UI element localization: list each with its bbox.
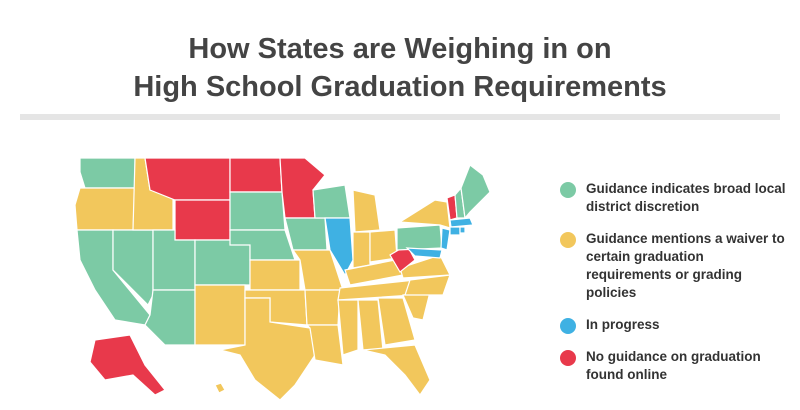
state-arkansas (304, 289, 341, 326)
state-wisconsin (312, 184, 351, 219)
state-south-dakota (229, 191, 286, 231)
state-new-mexico (194, 284, 246, 346)
legend-swatch-progress (560, 318, 576, 334)
state-connecticut (449, 226, 461, 236)
legend-swatch-waiver (560, 232, 576, 248)
state-north-carolina (404, 274, 451, 296)
legend-label-none: No guidance on graduation found online (586, 349, 761, 382)
state-alaska (89, 334, 166, 396)
state-massachusetts (449, 217, 474, 228)
state-illinois (324, 217, 354, 277)
state-rhode-island (459, 226, 466, 234)
state-arizona (144, 289, 196, 346)
legend-label-waiver: Guidance mentions a waiver to certain gr… (586, 231, 785, 300)
state-hawaii (214, 382, 226, 394)
state-north-dakota (229, 157, 283, 193)
state-kansas (249, 259, 301, 291)
legend: Guidance indicates broad local district … (560, 180, 790, 398)
state-virginia (399, 254, 451, 279)
legend-item-waiver: Guidance mentions a waiver to certain gr… (560, 230, 790, 302)
legend-item-in-progress: In progress (560, 316, 790, 334)
legend-label-local: Guidance indicates broad local district … (586, 181, 786, 214)
state-oregon (74, 187, 136, 231)
state-texas (219, 297, 316, 401)
state-maine (460, 164, 491, 220)
title-divider (20, 114, 780, 120)
legend-swatch-none (560, 350, 576, 366)
state-colorado (194, 239, 251, 286)
legend-item-local-discretion: Guidance indicates broad local district … (560, 180, 790, 216)
state-maryland (405, 247, 443, 259)
legend-item-no-guidance: No guidance on graduation found online (560, 348, 790, 384)
state-michigan (352, 189, 381, 233)
state-mississippi (337, 299, 359, 356)
state-wyoming (174, 199, 231, 241)
state-louisiana (305, 324, 344, 366)
state-washington (79, 157, 136, 189)
state-indiana (352, 231, 371, 269)
state-new-york (398, 199, 451, 229)
state-florida (362, 344, 431, 397)
page-title: How States are Weighing in on High Schoo… (0, 30, 800, 106)
state-georgia (377, 297, 416, 346)
us-map (74, 157, 491, 401)
legend-swatch-local (560, 182, 576, 198)
state-montana (144, 157, 231, 201)
state-iowa (284, 217, 328, 251)
title-line-1: How States are Weighing in on (188, 33, 612, 65)
state-new-jersey (440, 227, 451, 251)
state-pennsylvania (396, 224, 443, 251)
legend-label-progress: In progress (586, 317, 660, 332)
title-line-2: High School Graduation Requirements (133, 71, 667, 103)
